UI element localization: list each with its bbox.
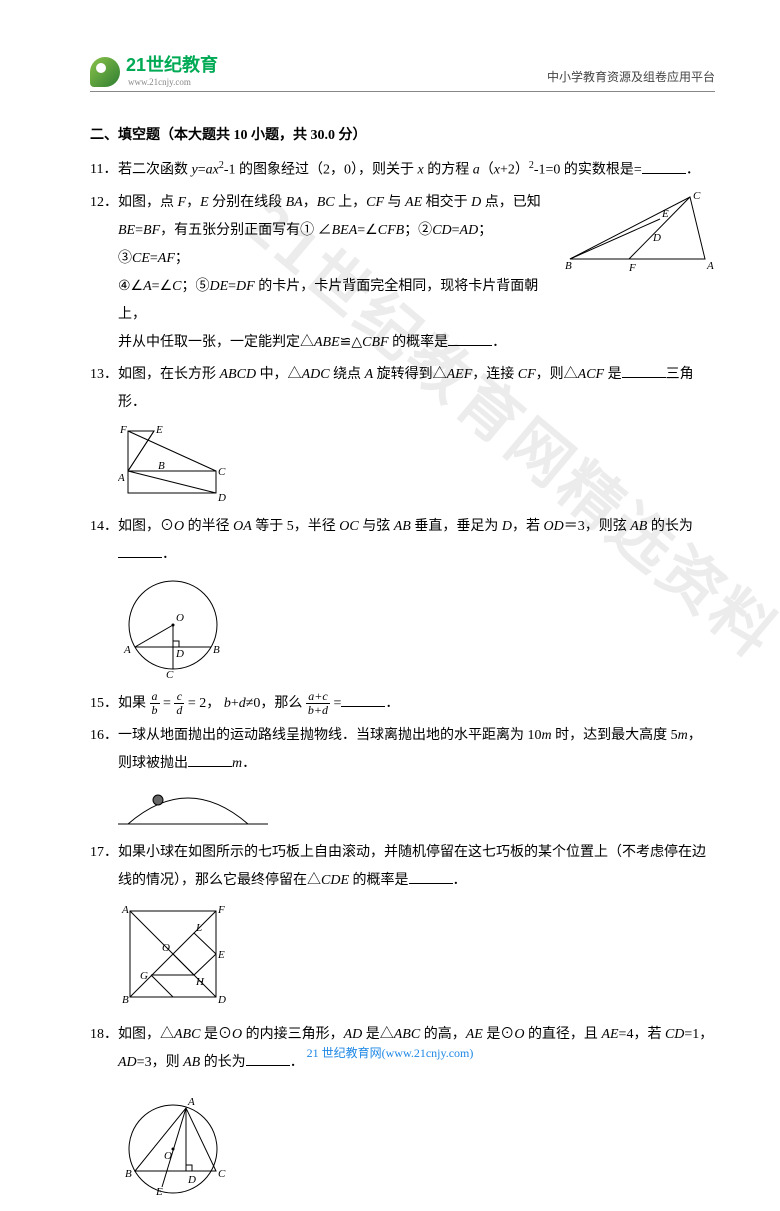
- svg-text:A: A: [121, 904, 129, 916]
- question-17: 17． 如果小球在如图所示的七巧板上自由滚动，并随机停留在这七巧板的某个位置上（…: [90, 839, 715, 1017]
- svg-text:O: O: [162, 942, 170, 954]
- svg-text:D: D: [187, 1174, 196, 1186]
- q13-num: 13．: [90, 361, 118, 509]
- logo: 21世纪教育 www.21cnjy.com: [90, 51, 218, 87]
- q13-figure: F E A B C D: [118, 423, 715, 503]
- q15-eq2: = 2，: [188, 696, 220, 711]
- q17-num: 17．: [90, 839, 118, 1017]
- q15-frac1: ab: [150, 690, 160, 716]
- q17-figure: A F L G O E H B D: [118, 901, 715, 1011]
- svg-text:A: A: [187, 1096, 195, 1108]
- svg-text:A: A: [706, 260, 714, 272]
- logo-main: 21世纪教育: [126, 51, 218, 77]
- q18-figure: A B O E D C: [118, 1091, 715, 1201]
- q12-l4: 并从中任取一张，一定能判定△ABE≌△CBF 的概率是．: [118, 329, 715, 357]
- svg-text:C: C: [218, 466, 226, 478]
- question-16: 16． 一球从地面抛出的运动路线呈抛物线．当球离抛出地的水平距离为 10m 时，…: [90, 722, 715, 835]
- svg-text:B: B: [565, 260, 572, 272]
- q17-l1: 如果小球在如图所示的七巧板上自由滚动，并随机停留在这七巧板的某个位置上（不考虑停…: [118, 839, 715, 867]
- svg-text:B: B: [122, 994, 129, 1006]
- svg-text:E: E: [155, 1186, 163, 1198]
- q11-body: 若二次函数 y=ax2-1 的图象经过（2，0），则关于 x 的方程 a（x+2…: [118, 156, 715, 185]
- svg-text:H: H: [195, 976, 205, 988]
- question-14: 14． 如图，⊙O 的半径 OA 等于 5，半径 OC 与弦 AB 垂直，垂足为…: [90, 513, 715, 686]
- header-right: 中小学教育资源及组卷应用平台: [547, 68, 715, 85]
- svg-text:D: D: [217, 492, 226, 503]
- svg-text:C: C: [693, 190, 701, 202]
- q15-pre: 如果: [118, 696, 146, 711]
- q16-figure: [118, 784, 715, 829]
- svg-text:B: B: [158, 460, 165, 472]
- q14-l1: 如图，⊙O 的半径 OA 等于 5，半径 OC 与弦 AB 垂直，垂足为 D，若…: [118, 513, 715, 569]
- svg-text:C: C: [218, 1168, 226, 1180]
- svg-text:C: C: [166, 669, 174, 680]
- q11-num: 11．: [90, 156, 118, 185]
- svg-text:D: D: [217, 994, 226, 1006]
- svg-text:D: D: [175, 648, 184, 660]
- q17-l2: 线的情况），那么它最终停留在△CDE 的概率是．: [118, 867, 715, 895]
- svg-text:B: B: [125, 1168, 132, 1180]
- svg-text:E: E: [155, 424, 163, 436]
- logo-icon: [90, 57, 120, 87]
- q12-figure: B A C F E D: [565, 189, 715, 286]
- section-title: 二、填空题（本大题共 10 小题，共 30.0 分）: [90, 122, 715, 150]
- question-13: 13． 如图，在长方形 ABCD 中，△ADC 绕点 A 旋转得到△AEF，连接…: [90, 361, 715, 509]
- svg-text:F: F: [119, 424, 127, 436]
- q13-body: 如图，在长方形 ABCD 中，△ADC 绕点 A 旋转得到△AEF，连接 CF，…: [118, 361, 715, 509]
- q15-frac3: a+cb+d: [306, 690, 330, 716]
- svg-text:L: L: [195, 922, 202, 934]
- q15-cond: b+d≠0，那么: [224, 696, 303, 711]
- q15-body: 如果 ab = cd = 2， b+d≠0，那么 a+cb+d =．: [118, 690, 715, 718]
- svg-text:D: D: [652, 232, 661, 244]
- q17-body: 如果小球在如图所示的七巧板上自由滚动，并随机停留在这七巧板的某个位置上（不考虑停…: [118, 839, 715, 1017]
- q16-num: 16．: [90, 722, 118, 835]
- svg-text:O: O: [164, 1150, 172, 1162]
- q14-body: 如图，⊙O 的半径 OA 等于 5，半径 OC 与弦 AB 垂直，垂足为 D，若…: [118, 513, 715, 686]
- q14-num: 14．: [90, 513, 118, 686]
- question-12: 12． B A C F E D: [90, 189, 715, 357]
- q16-body: 一球从地面抛出的运动路线呈抛物线．当球离抛出地的水平距离为 10m 时，达到最大…: [118, 722, 715, 835]
- page-footer: 21 世纪教育网(www.21cnjy.com): [0, 1044, 780, 1061]
- q13-l1: 如图，在长方形 ABCD 中，△ADC 绕点 A 旋转得到△AEF，连接 CF，…: [118, 361, 715, 417]
- question-15: 15． 如果 ab = cd = 2， b+d≠0，那么 a+cb+d =．: [90, 690, 715, 718]
- svg-text:A: A: [118, 472, 125, 484]
- svg-text:B: B: [213, 644, 220, 656]
- svg-text:F: F: [628, 262, 636, 274]
- q16-l1: 一球从地面抛出的运动路线呈抛物线．当球离抛出地的水平距离为 10m 时，达到最大…: [118, 722, 715, 750]
- q14-figure: O A B D C: [118, 575, 715, 680]
- q15-eq1: =: [163, 696, 174, 711]
- logo-sub: www.21cnjy.com: [128, 77, 218, 87]
- q15-post: =．: [334, 696, 400, 711]
- svg-text:F: F: [217, 904, 225, 916]
- q16-l2: 则球被抛出m．: [118, 750, 715, 778]
- svg-text:A: A: [123, 644, 131, 656]
- q15-frac2: cd: [174, 690, 184, 716]
- q12-body: B A C F E D 如图，点 F，E 分别在线段 BA，BC 上，CF 与 …: [118, 189, 715, 357]
- svg-text:G: G: [140, 970, 148, 982]
- svg-text:E: E: [661, 208, 669, 220]
- svg-text:O: O: [176, 612, 184, 624]
- q15-num: 15．: [90, 690, 118, 718]
- page-header: 21世纪教育 www.21cnjy.com 中小学教育资源及组卷应用平台: [90, 46, 715, 92]
- svg-text:E: E: [217, 949, 225, 961]
- question-11: 11． 若二次函数 y=ax2-1 的图象经过（2，0），则关于 x 的方程 a…: [90, 156, 715, 185]
- q12-num: 12．: [90, 189, 118, 357]
